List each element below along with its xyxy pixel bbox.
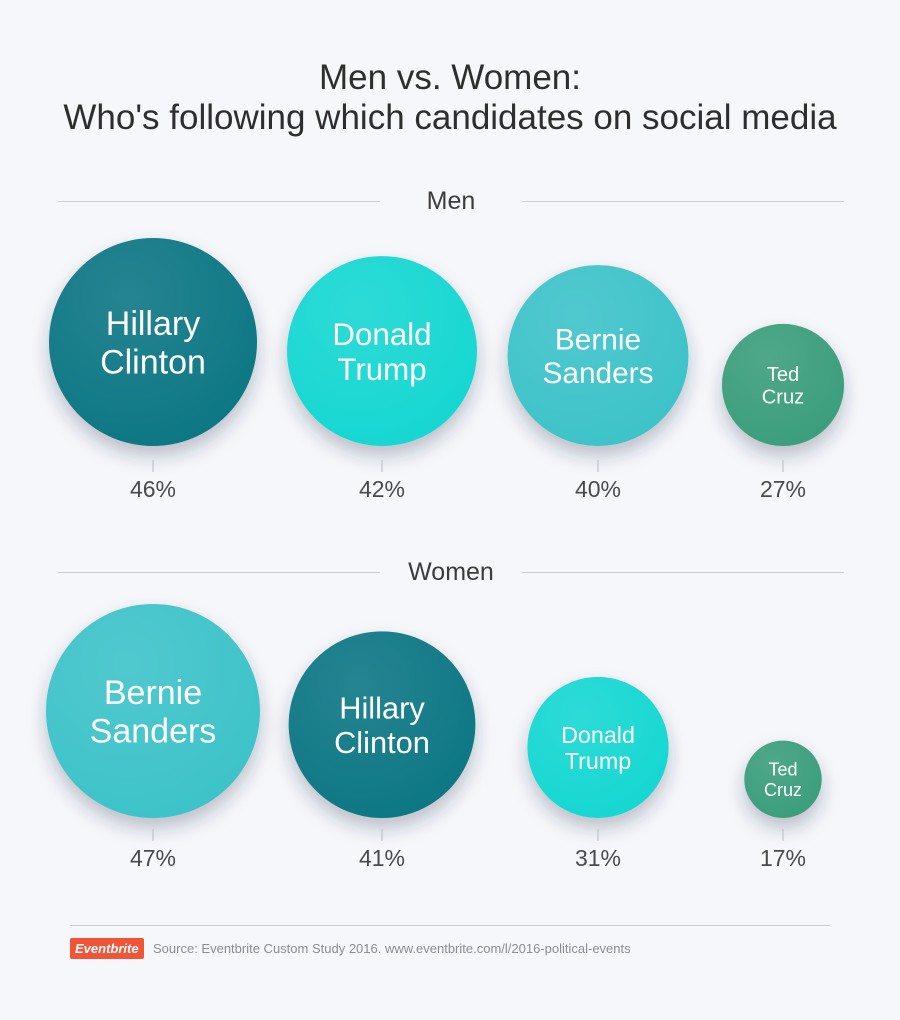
source-note: Source: Eventbrite Custom Study 2016. ww… (153, 941, 631, 956)
bubble-sheen (507, 265, 689, 446)
divider-left (58, 572, 380, 573)
bubble-row-men: Hillary Clinton 46% Donald Trump 42% Bernie San… (49, 238, 845, 502)
value-label: 42% (359, 476, 405, 502)
divider-right (522, 201, 844, 202)
section-label-men: Men (426, 187, 476, 215)
value-label: 27% (760, 476, 806, 502)
bubble-sheen (288, 631, 476, 818)
footer-divider (70, 925, 830, 926)
bubble-sheen (46, 604, 260, 818)
bubble-candidate-name: Ted Cruz (764, 760, 802, 800)
value-label: 17% (760, 845, 806, 871)
bubble-candidate-name: Donald Trump (332, 317, 431, 387)
eventbrite-logo: Eventbrite (70, 938, 144, 959)
bubble-candidate-name: Donald Trump (561, 722, 635, 774)
chart-title: Men vs. Women: (319, 58, 581, 97)
section-header-women: Women (58, 557, 844, 587)
bubble-sheen (744, 740, 822, 818)
bubble-sheen (49, 238, 257, 446)
section-header-men: Men (58, 186, 844, 216)
value-label: 40% (575, 476, 621, 502)
section-label-women: Women (408, 558, 494, 586)
value-label: 46% (130, 476, 176, 502)
bubble-sheen (287, 256, 477, 446)
bubble-sheen (527, 676, 669, 818)
bubble-candidate-name: Hillary Clinton (334, 691, 430, 761)
bubble-candidate-name: Ted Cruz (762, 364, 804, 409)
value-label: 41% (359, 845, 405, 871)
divider-right (522, 572, 844, 573)
value-label: 31% (575, 845, 621, 871)
chart-subtitle: Who's following which candidates on soci… (63, 98, 837, 137)
bubble-candidate-name: Bernie Sanders (90, 674, 217, 750)
bubble-row-women: Bernie Sanders 47% Hillary Clinton 41% Donald T… (46, 604, 822, 871)
divider-left (58, 201, 380, 202)
value-label: 47% (130, 845, 176, 871)
bubble-sheen (721, 323, 845, 446)
bubble-candidate-name: Hillary Clinton (100, 305, 206, 381)
bubble-candidate-name: Bernie Sanders (543, 324, 654, 390)
